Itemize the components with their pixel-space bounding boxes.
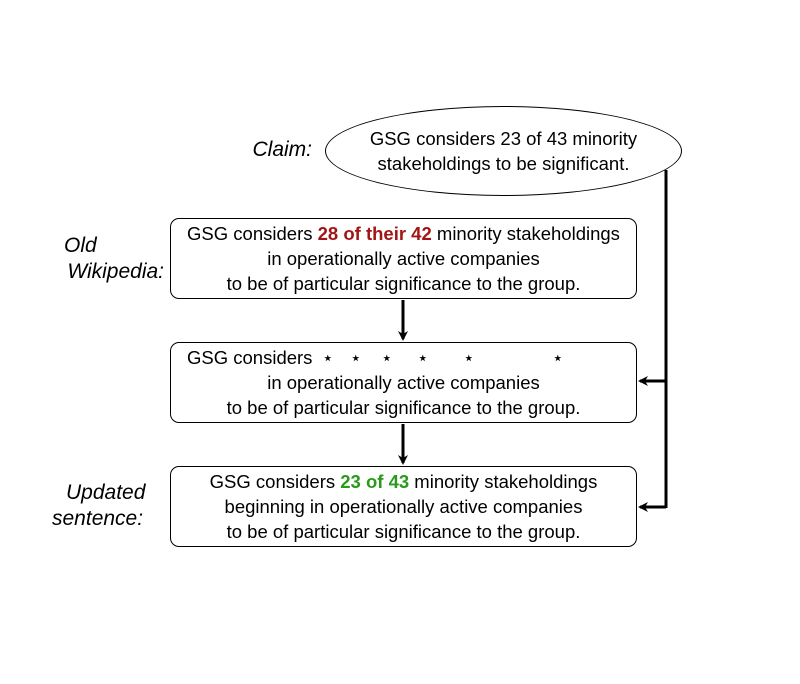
claim-label-text: Claim:: [252, 138, 312, 161]
updated-line1-prefix: GSG considers: [209, 471, 341, 492]
masked-box: GSG considers ⋆ ⋆ ⋆ ⋆ ⋆ ⋆ in operational…: [170, 342, 637, 423]
updated-sentence-box: GSG considers 23 of 43 minority stakehol…: [170, 466, 637, 547]
updated-label-line2: sentence:: [52, 507, 144, 530]
old-label-line1: Old: [64, 234, 97, 257]
old-line1: GSG considers 28 of their 42 minority st…: [187, 221, 620, 246]
mask-star-3: ⋆: [381, 347, 393, 368]
updated-sentence-label: Updated sentence:: [52, 480, 160, 532]
claim-line2: stakeholdings to be significant.: [377, 153, 630, 174]
masked-line3: to be of particular significance to the …: [226, 397, 581, 418]
mask-star-5: ⋆: [463, 347, 475, 368]
old-line1-prefix: GSG considers: [187, 223, 318, 244]
mask-star-6: ⋆: [552, 347, 564, 368]
updated-label-line1: Updated: [66, 481, 146, 504]
masked-line1-prefix: GSG considers: [187, 347, 313, 368]
updated-added-highlight: 23 of 43: [340, 471, 410, 492]
masked-line2: in operationally active companies: [267, 372, 540, 393]
updated-line1-suffix: minority stakeholdings: [409, 471, 598, 492]
old-line2: in operationally active companies: [267, 248, 540, 269]
old-line3: to be of particular significance to the …: [226, 273, 581, 294]
old-removed-highlight: 28 of their 42: [317, 223, 432, 244]
updated-line2: beginning in operationally active compan…: [224, 496, 583, 517]
updated-line3: to be of particular significance to the …: [226, 521, 581, 542]
mask-star-1: ⋆: [322, 347, 334, 368]
old-wikipedia-box: GSG considers 28 of their 42 minority st…: [170, 218, 637, 299]
masked-line1: GSG considers ⋆ ⋆ ⋆ ⋆ ⋆ ⋆: [171, 345, 636, 370]
claim-label: Claim:: [226, 137, 312, 163]
mask-star-2: ⋆: [350, 347, 362, 368]
old-label-line2: Wikipedia:: [67, 260, 164, 283]
updated-line1: GSG considers 23 of 43 minority stakehol…: [210, 469, 598, 494]
old-line1-suffix: minority stakeholdings: [431, 223, 620, 244]
mask-star-4: ⋆: [417, 347, 429, 368]
claim-ellipse: GSG considers 23 of 43 minority stakehol…: [325, 106, 682, 196]
old-wikipedia-label: Old Wikipedia:: [50, 233, 164, 285]
claim-line1: GSG considers 23 of 43 minority: [369, 128, 638, 149]
